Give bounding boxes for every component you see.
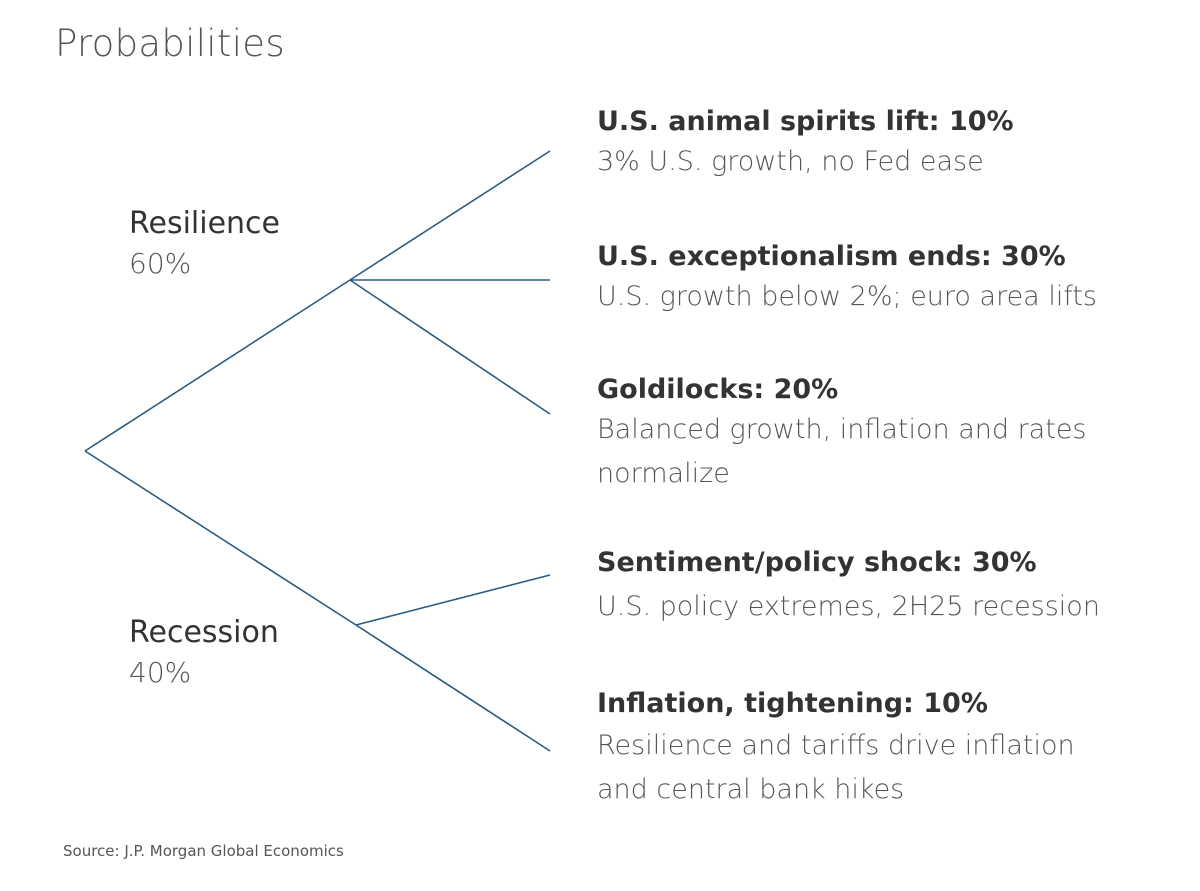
- scenario-title: Goldilocks: 20%: [597, 374, 839, 405]
- scenario-goldilocks: Goldilocks: 20% Balanced growth, inflati…: [597, 372, 1117, 496]
- scenario-description: U.S. growth below 2%; euro area lifts: [597, 281, 1098, 312]
- edge-resilience-animal-spirits: [349, 150, 551, 281]
- scenario-description: U.S. policy extremes, 2H25 recession: [597, 591, 1100, 622]
- scenario-description: Balanced growth, inflation and rates nor…: [597, 414, 1087, 489]
- edge-root-recession: [84, 450, 357, 626]
- page-title: Probabilities: [55, 22, 285, 65]
- edge-resilience-goldilocks: [349, 279, 551, 415]
- branch-recession: Recession 40%: [129, 614, 279, 694]
- scenario-inflation: Inflation, tightening: 10% Resilience an…: [597, 686, 1117, 812]
- scenario-title: U.S. animal spirits lift: 10%: [597, 106, 1014, 137]
- scenario-title: Sentiment/policy shock: 30%: [597, 547, 1037, 578]
- scenario-exceptionalism: U.S. exceptionalism ends: 30% U.S. growt…: [597, 239, 1197, 319]
- edge-recession-sentiment: [355, 574, 551, 626]
- scenario-animal-spirits: U.S. animal spirits lift: 10% 3% U.S. gr…: [597, 104, 1197, 184]
- branch-probability: 60%: [129, 247, 192, 280]
- scenario-sentiment: Sentiment/policy shock: 30% U.S. policy …: [597, 545, 1197, 629]
- branch-name: Resilience: [129, 206, 281, 241]
- scenario-description: Resilience and tariffs drive inflation a…: [597, 730, 1075, 805]
- scenario-title: Inflation, tightening: 10%: [597, 688, 988, 719]
- branch-probability: 40%: [129, 656, 192, 689]
- scenario-description: 3% U.S. growth, no Fed ease: [597, 146, 984, 177]
- scenario-title: U.S. exceptionalism ends: 30%: [597, 241, 1066, 272]
- source-note: Source: J.P. Morgan Global Economics: [63, 842, 344, 860]
- edge-root-resilience: [84, 279, 351, 452]
- branch-name: Recession: [129, 615, 279, 650]
- edge-recession-inflation: [355, 624, 551, 752]
- branch-resilience: Resilience 60%: [129, 205, 280, 285]
